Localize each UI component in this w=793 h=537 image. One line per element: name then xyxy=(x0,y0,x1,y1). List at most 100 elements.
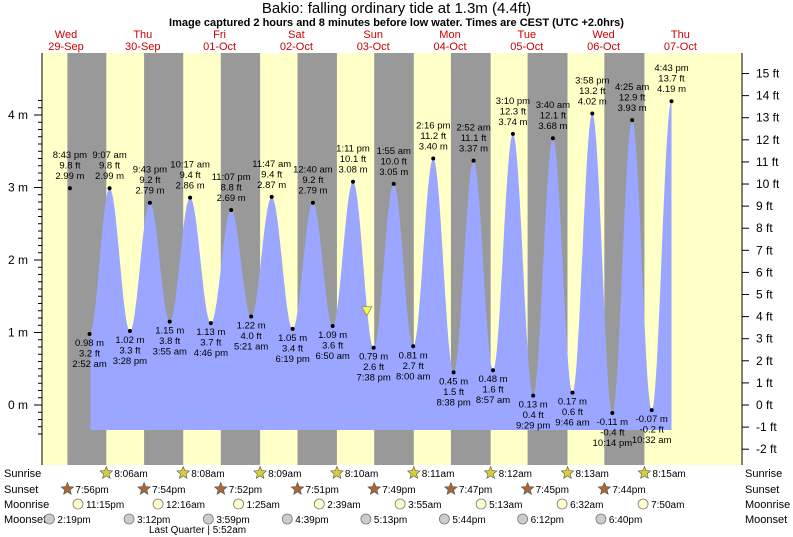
sunset-icon xyxy=(443,481,458,495)
tide-m-label: 2.69 m xyxy=(217,193,246,204)
tide-time-label: 3:55 am xyxy=(153,347,187,358)
moonrise-icon xyxy=(475,498,487,510)
sunrise-icon xyxy=(637,465,652,479)
day-date-label: 03-Oct xyxy=(357,41,390,53)
day-name-label: Tue xyxy=(518,29,537,41)
tide-point xyxy=(290,326,295,331)
tide-ft-label: 3.4 ft xyxy=(282,343,303,354)
tide-time-label: 9:46 am xyxy=(555,418,589,429)
tide-m-label: 2.87 m xyxy=(257,180,286,191)
tide-time-label: 5:21 am xyxy=(234,342,268,353)
tide-time-label: 3:40 am xyxy=(536,100,570,111)
tide-ft-label: 4.0 ft xyxy=(241,331,262,342)
moonrise-time-label: 1:25am xyxy=(247,500,280,511)
tide-time-label: 8:00 am xyxy=(396,371,430,382)
tide-time-label: 9:29 pm xyxy=(516,421,550,432)
day-name-label: Fri xyxy=(213,29,226,41)
right-tick-label: 14 ft xyxy=(756,89,780,103)
tide-ft-label: 0.6 ft xyxy=(562,407,583,418)
tide-m-label: 3.05 m xyxy=(379,167,408,178)
tide-time-label: 9:07 am xyxy=(92,150,126,161)
right-tick-label: 8 ft xyxy=(756,221,773,235)
tide-m-label: -0.07 m xyxy=(636,414,668,425)
tide-m-label: 1.13 m xyxy=(196,327,225,338)
tide-time-label: 4:46 pm xyxy=(194,348,228,359)
sunrise-icon xyxy=(330,465,344,479)
right-tick-label: 2 ft xyxy=(756,354,773,368)
day-name-label: Wed xyxy=(55,29,77,41)
tide-point xyxy=(269,194,274,199)
left-tick-label: 2 m xyxy=(8,253,28,267)
moonset-time-label: 6:40pm xyxy=(609,515,642,526)
tide-point xyxy=(67,186,72,191)
sunset-time-label: 7:56pm xyxy=(75,485,108,496)
tide-m-label: 3.68 m xyxy=(538,121,567,132)
moonset-time-label: 3:59pm xyxy=(216,515,249,526)
tide-m-label: 2.79 m xyxy=(298,186,327,197)
tide-time-label: 11:07 pm xyxy=(212,172,251,183)
tide-m-label: 1.02 m xyxy=(115,335,144,346)
moonrise-icon xyxy=(313,498,325,510)
moonrise-time-label: 11:15pm xyxy=(86,500,124,511)
day-date-label: 01-Oct xyxy=(203,41,236,53)
axes: 0 m 1 m 2 m 3 m 4 m -2 ft -1 ft 0 ft 1 ft 2 ft 3 f… xyxy=(8,53,780,465)
tide-time-label: 8:57 am xyxy=(476,395,510,406)
sunrise-time-label: 8:15am xyxy=(652,469,685,480)
tide-time-label: 4:25 am xyxy=(615,82,649,93)
tide-m-label: 2.79 m xyxy=(135,186,164,197)
tide-point xyxy=(310,200,315,205)
tide-time-label: 6:50 am xyxy=(316,351,350,362)
tide-ft-label: 9.2 ft xyxy=(139,175,160,186)
sunrise-icon xyxy=(253,465,268,479)
sunrise-row-label-right: Sunrise xyxy=(745,468,782,480)
tide-point xyxy=(229,207,234,212)
day-date-label: 30-Sep xyxy=(125,41,160,53)
moonset-icon xyxy=(44,513,55,525)
moonset-icon xyxy=(438,513,450,525)
sunrise-time-label: 8:12am xyxy=(499,469,532,480)
tide-ft-label: 9.8 ft xyxy=(59,161,80,172)
tide-m-label: 2.86 m xyxy=(176,181,205,192)
tide-m-label: 4.02 m xyxy=(578,97,607,108)
left-tick-label: 4 m xyxy=(8,108,28,122)
moonrise-time-label: 5:13am xyxy=(489,500,522,511)
moonrise-time-label: 3:55am xyxy=(408,500,441,511)
sunset-time-label: 7:45pm xyxy=(536,485,569,496)
right-tick-label: 4 ft xyxy=(756,310,773,324)
tide-point xyxy=(491,368,496,373)
moon-phase-label: Last Quarter | 5:52am xyxy=(149,525,246,536)
right-tick-label: 9 ft xyxy=(756,199,773,213)
tide-m-label: 3.40 m xyxy=(419,142,448,153)
chart-subtitle: Image captured 2 hours and 8 minutes bef… xyxy=(169,17,624,29)
right-tick-label: -1 ft xyxy=(756,420,777,434)
tide-m-label: 0.17 m xyxy=(558,397,587,408)
sunset-icon xyxy=(597,481,612,495)
tide-ft-label: 3.6 ft xyxy=(322,340,343,351)
current-level-marker xyxy=(361,306,373,317)
tide-ft-label: 9.4 ft xyxy=(180,170,201,181)
sunrise-row-label-left: Sunrise xyxy=(4,468,41,480)
sunset-icon xyxy=(60,481,75,495)
tide-point xyxy=(649,408,654,413)
tide-time-label: 2:52 am xyxy=(456,123,490,134)
tide-ft-label: 12.1 ft xyxy=(540,111,567,122)
moonrise-icon xyxy=(637,498,649,510)
sunset-row-label-left: Sunset xyxy=(4,484,38,496)
tide-point xyxy=(610,410,615,415)
tide-m-label: 0.48 m xyxy=(479,374,508,385)
tide-point xyxy=(87,331,92,336)
moonset-icon xyxy=(360,513,372,525)
right-tick-label: 3 ft xyxy=(756,332,773,346)
sunrise-time-label: 8:10am xyxy=(345,469,378,480)
sunset-time-label: 7:51pm xyxy=(306,485,339,496)
tide-point xyxy=(391,181,396,186)
tide-m-label: -0.11 m xyxy=(597,417,629,428)
tide-ft-label: 9.2 ft xyxy=(302,175,323,186)
moonset-icon xyxy=(595,513,607,525)
sunset-icon xyxy=(290,481,305,495)
tide-time-label: 6:19 pm xyxy=(275,354,309,365)
tide-time-label: 2:52 am xyxy=(72,359,106,370)
tide-point xyxy=(570,390,575,395)
sun-moon-rows: Sunrise Sunrise 8:06am 8:08am 8:09am 8:10am 8:… xyxy=(4,465,790,536)
tide-time-label: 3:58 pm xyxy=(575,76,609,87)
